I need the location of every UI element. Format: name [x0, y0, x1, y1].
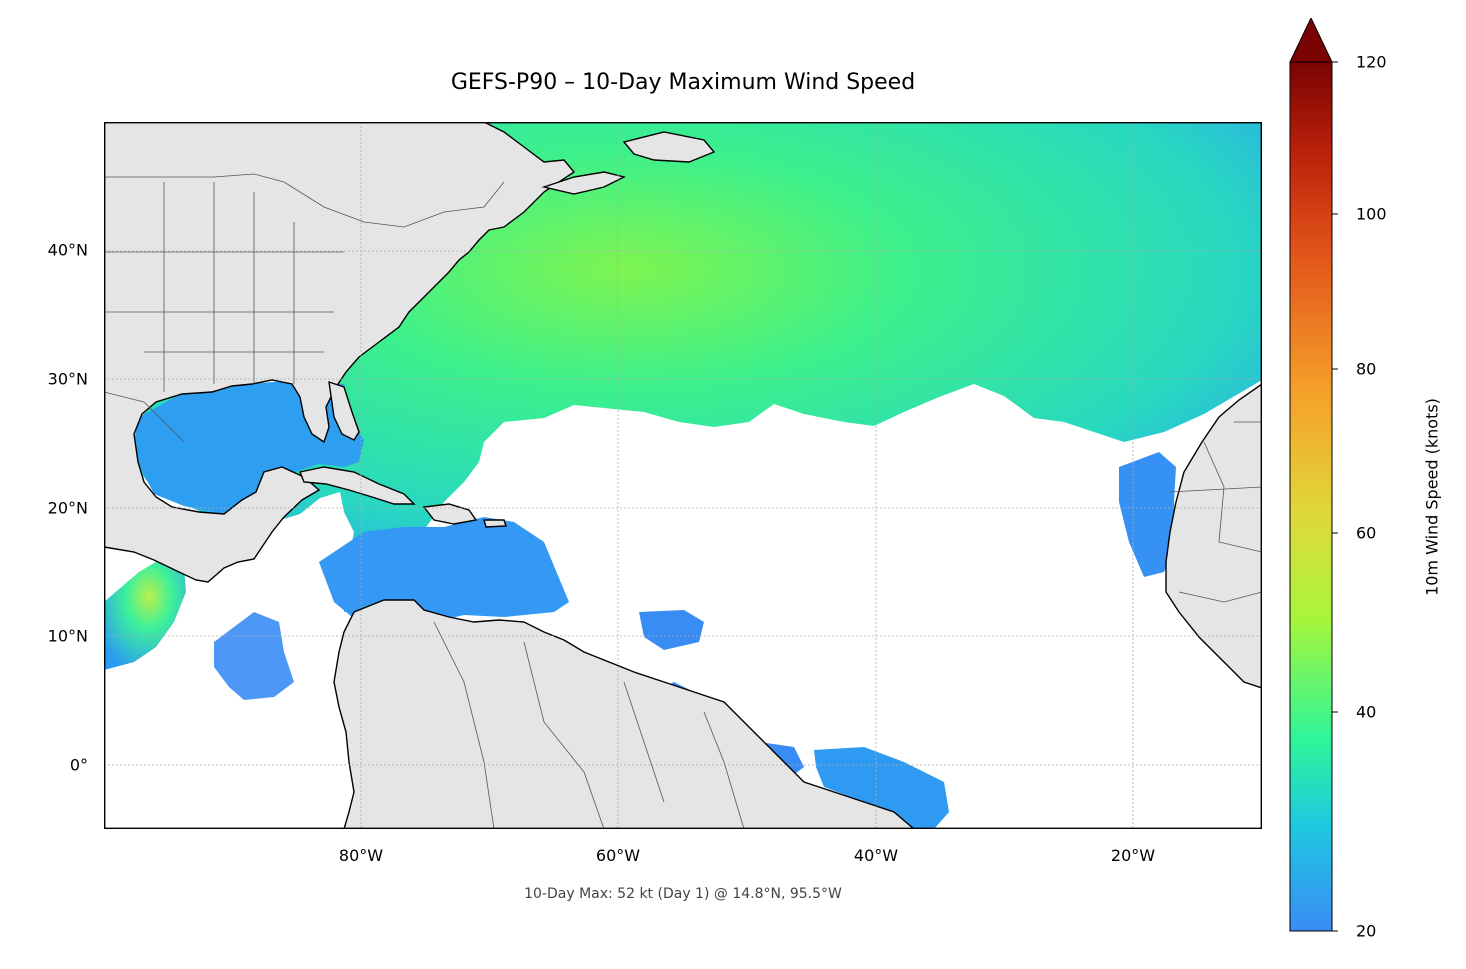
- x-tick-label: 40°W: [853, 846, 899, 865]
- gridlines: [104, 122, 1262, 829]
- land-africa: [1165, 383, 1262, 689]
- colorbar-label: 10m Wind Speed (knots): [1422, 398, 1442, 596]
- map-panel: [104, 122, 1262, 829]
- land-hispaniola: [422, 503, 478, 525]
- colorbar-extend-arrow: [1289, 18, 1333, 63]
- border-sa-1: [433, 621, 495, 829]
- land-masses: [104, 122, 1262, 829]
- border-us-mexico: [104, 391, 185, 443]
- wind-field-pacific-patch: [214, 612, 294, 700]
- wind-speed-map: [104, 122, 1262, 829]
- land-north-america: [104, 122, 576, 583]
- colorbar-tick-label: 100: [1356, 204, 1387, 224]
- colorbar: [1289, 18, 1338, 932]
- colorbar-tick-label: 60: [1356, 523, 1377, 543]
- x-tick-label: 60°W: [595, 846, 641, 865]
- y-tick-label: 40°N: [47, 240, 88, 260]
- y-tick-label: 10°N: [47, 626, 88, 646]
- land-newfoundland: [622, 131, 716, 163]
- wind-field-patch-atlantic: [639, 610, 704, 650]
- map-border: [104, 122, 1262, 829]
- wind-field-patch-equator: [814, 747, 949, 829]
- colorbar-tick-label: 80: [1356, 359, 1377, 379]
- colorbar-tick-label: 40: [1356, 702, 1377, 722]
- colorbar-ticks: [1332, 61, 1338, 932]
- border-africa-1: [1169, 486, 1262, 493]
- wind-field-east-pacific: [104, 557, 186, 670]
- land-south-america: [333, 599, 916, 829]
- border-us-canada: [104, 173, 505, 228]
- land-puerto-rico: [483, 519, 507, 528]
- border-africa-2: [1203, 441, 1262, 553]
- y-tick-label: 20°N: [47, 498, 88, 518]
- colorbar-tick-label: 120: [1356, 52, 1387, 72]
- colorbar-tick-label: 20: [1356, 921, 1377, 941]
- border-sa-2: [523, 641, 605, 829]
- border-sa-4: [703, 711, 745, 829]
- x-tick-label: 80°W: [338, 846, 384, 865]
- colorbar-gradient: [1289, 61, 1333, 932]
- political-borders: [104, 173, 1262, 829]
- border-africa-3: [1178, 591, 1262, 603]
- y-tick-label: 0°: [69, 755, 88, 775]
- land-cuba: [299, 466, 416, 505]
- border-sa-3: [623, 681, 665, 803]
- x-tick-label: 20°W: [1110, 846, 1156, 865]
- y-tick-label: 30°N: [47, 369, 88, 389]
- land-florida: [328, 380, 360, 441]
- max-wind-note: 10-Day Max: 52 kt (Day 1) @ 14.8°N, 95.5…: [524, 886, 842, 902]
- land-nova-scotia: [541, 171, 627, 195]
- chart-title: GEFS-P90 – 10-Day Maximum Wind Speed: [450, 70, 916, 95]
